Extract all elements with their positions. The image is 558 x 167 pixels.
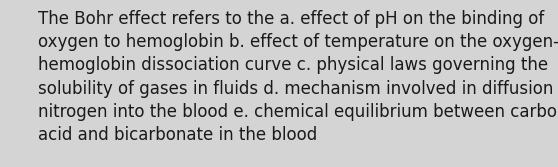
Text: The Bohr effect refers to the a. effect of pH on the binding of
oxygen to hemogl: The Bohr effect refers to the a. effect … [38,10,558,144]
